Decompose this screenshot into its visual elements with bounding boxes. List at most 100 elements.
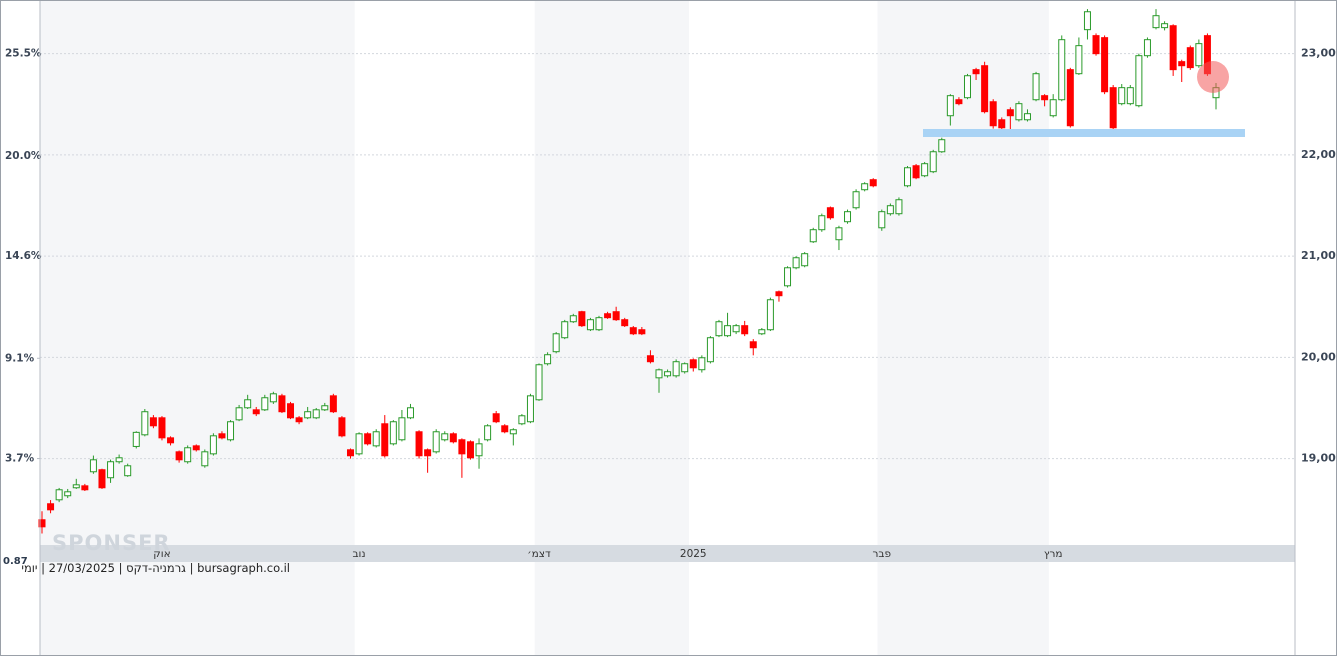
candle-body [1006,109,1014,117]
candle-body [604,313,612,319]
candle-body [724,325,732,337]
candle-body [149,417,157,427]
candle-body [312,409,320,419]
candles [38,9,1220,534]
candle-body [475,443,483,457]
candle-body [1041,95,1049,101]
candle-body [406,407,414,419]
time-axis-band [40,545,1295,562]
candle-body [749,341,757,349]
x-tick-label: אוק [153,548,170,560]
candle-body [372,431,380,447]
candle-body [175,451,183,461]
candle-body [595,317,603,331]
candle-body [346,449,354,457]
candle-body [526,395,534,423]
candle-body [578,311,586,327]
candle-body [415,431,423,457]
candle-body [132,431,140,447]
candle-body [741,325,749,335]
candle-body [1101,37,1109,93]
candle-body [629,327,637,335]
candle-body [1195,43,1203,67]
candle-body [1186,47,1194,69]
x-tick-label: פבר [873,548,892,560]
candle-body [321,405,329,411]
candle-body [989,101,997,127]
candle-body [227,421,235,441]
candle-body [758,329,766,335]
candle-body [55,489,63,501]
candle-body [269,393,277,403]
candle-body [304,411,312,419]
candle-body [1169,25,1177,71]
candle-body [552,333,560,353]
candle-body [963,75,971,99]
candle-body [929,151,937,173]
y-tick-label: 23,000 [1301,47,1337,60]
y2-tick-label: 14.6% [5,250,42,262]
candle-body [621,319,629,327]
corner-label: 0.87 [3,556,28,567]
candle-body [107,461,115,479]
candle-body [818,215,826,231]
candle-body [158,417,166,439]
candle-body [544,354,552,365]
candle-body [672,361,680,377]
candle-body [869,179,877,187]
candle-body [466,441,474,459]
candle-body [81,485,89,491]
source-caption: bursagraph.co.il | גרמניה-דקס | 27/03/20… [21,561,290,575]
candle-body [972,69,980,75]
candle-body [826,207,834,219]
candle-body [509,429,517,435]
candle-body [47,503,55,511]
grid [40,53,1295,460]
candle-body [681,363,689,373]
candle-body [72,484,80,489]
candle-body [278,395,286,413]
candle-body [895,199,903,215]
candle-body [1126,87,1134,105]
y2-tick-label: 9.1% [5,352,35,364]
candle-body [1118,87,1126,105]
candle-body [655,369,663,379]
candle-body [295,417,303,423]
candle-body [946,95,954,117]
candle-body [1109,87,1117,129]
candle-body [1075,45,1083,75]
candle-body [535,364,543,401]
candle-body [244,399,252,409]
candle-body [861,183,869,191]
candle-body [1032,73,1040,101]
candle-body [501,425,509,433]
x-tick-label: מרץ [1044,548,1063,560]
candle-body [424,449,432,457]
candle-body [192,445,200,451]
candle-body [38,519,46,528]
candle-body [261,397,269,411]
watermark: SPONSER [52,531,171,555]
candle-body [458,439,466,455]
candle-body [886,205,894,215]
y2-tick-label: 25.5% [5,48,42,60]
candle-body [638,329,646,335]
candle-body [1178,61,1186,67]
candle-body [1152,15,1160,29]
candle-body [612,311,620,321]
y2-tick-label: 20.0% [5,150,42,162]
x-tick-label: דצמ׳ [527,548,551,560]
candle-body [1066,69,1074,127]
candle-body [664,371,672,377]
candle-body [904,167,912,187]
candle-body [1143,39,1151,57]
candle-body [492,413,500,423]
candle-body [518,415,526,425]
candle-body [64,491,72,497]
candle-body [561,321,569,339]
candle-body [89,459,97,473]
candle-body [1058,39,1066,101]
candle-body [1161,23,1169,29]
x-tick-label: נוב [352,548,365,560]
